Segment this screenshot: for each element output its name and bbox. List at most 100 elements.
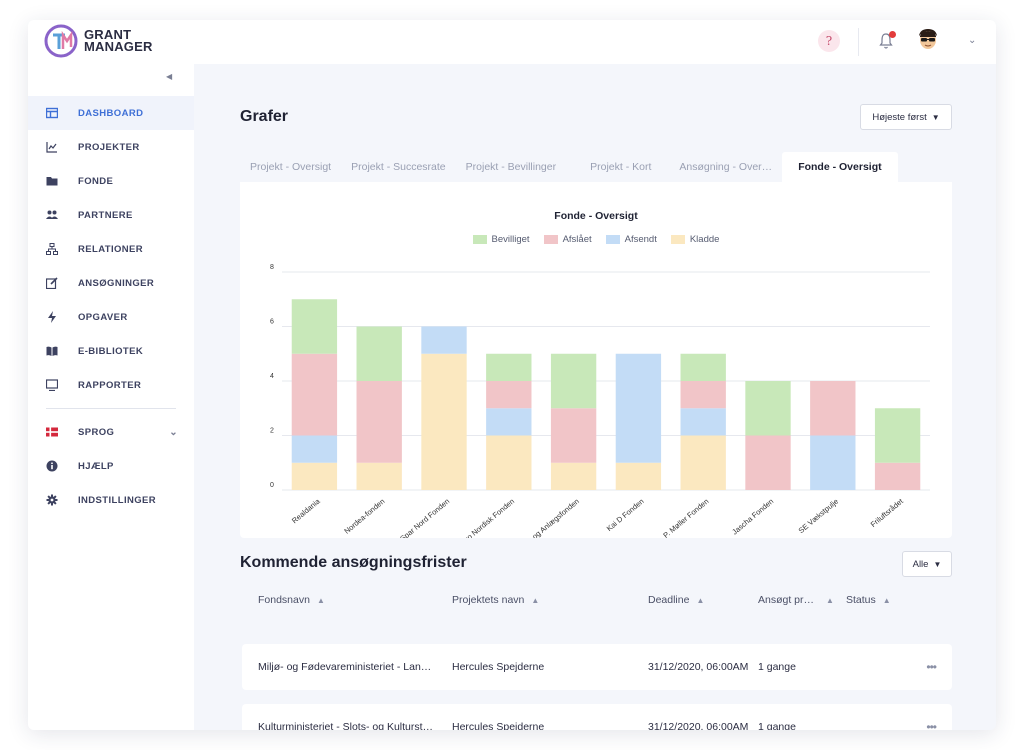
y-tick-label: 0 — [270, 482, 274, 489]
chevron-down-icon: ⌄ — [169, 426, 178, 438]
sidebar-item-label: PARTNERE — [78, 209, 133, 221]
bar-segment-kladde — [356, 462, 402, 490]
sidebar-item-projekter[interactable]: PROJEKTER — [28, 130, 194, 164]
main-content: Grafer Højeste først ▼ Projekt - Oversig… — [194, 64, 996, 730]
legend-label: Afsendt — [624, 234, 657, 245]
sidebar-item-label: E-BIBLIOTEK — [78, 345, 144, 357]
chart-card: Fonde - Oversigt Bevilliget Afslået Afse… — [240, 182, 952, 538]
column-header-status[interactable]: Status ▲︎ — [846, 594, 891, 606]
tab-projekt-kort[interactable]: Projekt - Kort — [590, 161, 652, 173]
book-icon — [46, 346, 58, 356]
sidebar-item-partnere[interactable]: PARTNERE — [28, 198, 194, 232]
bar-segment-bevilliget — [291, 299, 338, 354]
sidebar-item-indstillinger[interactable]: INDSTILLINGER — [28, 483, 194, 517]
sidebar-item-label: FONDE — [78, 175, 114, 187]
logo-line-1: GRANT — [84, 27, 132, 42]
legend-item[interactable]: Afslået — [543, 234, 592, 245]
sidebar-item-label: PROJEKTER — [78, 141, 140, 153]
sort-label: Højeste først — [872, 111, 927, 123]
cell-fund: Kulturministeriet - Slots- og Kulturst… — [258, 721, 434, 730]
avatar[interactable] — [916, 28, 940, 54]
bar-segment-afsendt — [291, 435, 338, 463]
sidebar-item-rapporter[interactable]: RAPPORTER — [28, 368, 194, 402]
collapse-sidebar-icon[interactable]: ◀ — [166, 72, 173, 81]
x-tick-label: Novo Nordisk Fonden — [455, 497, 516, 538]
legend-swatch — [605, 235, 620, 244]
more-options-icon[interactable]: ••• — [926, 660, 937, 674]
sort-icon: ▲︎ — [531, 595, 540, 605]
stacked-bar-chart: 0 2 4 6 8 Realdania Nordea-fonden Spar Nord Fon… — [270, 264, 930, 538]
chart-tabs: Projekt - Oversigt Projekt - Succesrate … — [240, 152, 952, 182]
cell-status — [846, 644, 906, 690]
sidebar-item-label: DASHBOARD — [78, 107, 144, 119]
y-tick-label: 8 — [270, 264, 274, 271]
table-row[interactable]: Kulturministeriet - Slots- og Kulturst… … — [242, 704, 952, 730]
sitemap-icon — [46, 243, 58, 255]
legend-item[interactable]: Afsendt — [605, 234, 657, 245]
tab-projekt-bevillinger[interactable]: Projekt - Bevillinger — [465, 161, 557, 173]
sidebar-item-label: SPROG — [78, 426, 115, 438]
cell-deadline: 31/12/2020, 06:00AM — [648, 721, 749, 730]
column-header-fondsnavn[interactable]: Fondsnavn ▲︎ — [258, 594, 325, 606]
sidebar-item-dashboard[interactable]: DASHBOARD — [28, 96, 194, 130]
bar-segment-bevilliget — [745, 381, 791, 436]
column-label: Projektets navn — [452, 594, 525, 606]
tab-projekt-succesrate[interactable]: Projekt - Succesrate — [351, 161, 446, 173]
tab-ansogning-oversigt[interactable]: Ansøgning - Over… — [679, 161, 773, 173]
chart-legend: Bevilliget Afslået Afsendt Kladde — [240, 234, 952, 245]
table-header: Fondsnavn ▲︎ Projektets navn ▲︎ Deadline ▲︎… — [240, 594, 952, 614]
sidebar-item-hjaelp[interactable]: HJÆLP — [28, 449, 194, 483]
sidebar-item-e-bibliotek[interactable]: E-BIBLIOTEK — [28, 334, 194, 368]
account-chevron-down-icon[interactable]: ⌄ — [968, 35, 977, 46]
column-label: Status — [846, 594, 876, 606]
sidebar-divider — [46, 408, 176, 409]
column-header-projektets-navn[interactable]: Projektets navn ▲︎ — [452, 594, 539, 606]
folder-icon — [46, 177, 58, 186]
x-tick-label: A. P. Møller Fonden — [654, 497, 710, 538]
cell-applied: 1 gange — [758, 721, 796, 730]
legend-swatch — [670, 235, 685, 244]
bar-segment-kladde — [550, 462, 597, 490]
legend-item[interactable]: Bevilliget — [472, 234, 530, 245]
chart-line-icon — [46, 142, 57, 153]
users-icon — [46, 210, 58, 219]
bar-segment-afsendt — [615, 353, 662, 463]
bar-segment-bevilliget — [550, 353, 597, 409]
bar-segment-kladde — [421, 353, 467, 490]
sidebar-nav: DASHBOARD PROJEKTER FONDE PARTNERE RELAT… — [28, 96, 194, 517]
sidebar-item-opgaver[interactable]: OPGAVER — [28, 300, 194, 334]
bar-segment-kladde — [486, 435, 532, 490]
logo[interactable]: GRANT MANAGER — [44, 24, 153, 58]
danish-flag-icon — [46, 427, 58, 437]
more-options-icon[interactable]: ••• — [926, 720, 937, 730]
sidebar-item-fonde[interactable]: FONDE — [28, 164, 194, 198]
sidebar-item-label: RAPPORTER — [78, 379, 142, 391]
column-header-deadline[interactable]: Deadline ▲︎ — [648, 594, 704, 606]
tab-fonde-oversigt[interactable]: Fonde - Oversigt — [782, 152, 898, 182]
bar-segment-afslået — [356, 381, 402, 463]
sidebar-item-sprog[interactable]: SPROG ⌄ — [28, 415, 194, 449]
bar-segment-afslået — [810, 381, 856, 436]
bar-segment-afslået — [745, 435, 791, 490]
bell-icon[interactable] — [878, 32, 894, 50]
legend-item[interactable]: Kladde — [670, 234, 719, 245]
bar-segment-afslået — [550, 408, 597, 463]
dashboard-icon — [46, 107, 58, 119]
column-header-ansogt[interactable]: Ansøgt pr… ▲︎ — [758, 594, 834, 606]
tab-projekt-oversigt[interactable]: Projekt - Oversigt — [250, 161, 332, 173]
x-tick-label: Kai D Fonden — [605, 497, 646, 533]
sidebar-item-label: OPGAVER — [78, 311, 128, 323]
bar-segment-afslået — [486, 381, 532, 409]
bar-segment-kladde — [680, 435, 726, 490]
sort-dropdown[interactable]: Højeste først ▼ — [860, 104, 952, 130]
bar-segment-bevilliget — [356, 326, 402, 381]
filter-dropdown[interactable]: Alle ▼ — [902, 551, 952, 577]
help-button[interactable]: ? — [818, 30, 840, 52]
sidebar: ◀ DASHBOARD PROJEKTER FONDE PARTNERE REL… — [28, 64, 194, 730]
x-tick-label: Realdania — [290, 496, 322, 525]
sidebar-item-relationer[interactable]: RELATIONER — [28, 232, 194, 266]
column-label: Ansøgt pr… — [758, 594, 815, 606]
sidebar-item-ansogninger[interactable]: ANSØGNINGER — [28, 266, 194, 300]
table-row[interactable]: Miljø- og Fødevareministeriet - Lan… Her… — [242, 644, 952, 690]
legend-swatch — [472, 235, 487, 244]
